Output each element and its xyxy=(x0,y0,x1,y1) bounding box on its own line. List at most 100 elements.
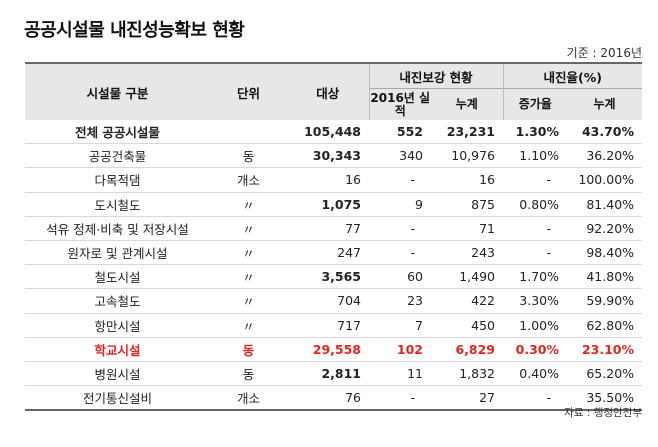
unit-cell xyxy=(210,120,287,145)
header-cumulative-rate: 누계 xyxy=(567,88,643,120)
unit-cell: 〃 xyxy=(210,288,287,314)
cumulative-cell: 16 xyxy=(431,167,504,193)
cumulative-cell: 1,490 xyxy=(431,264,504,290)
header-2016-actual: 2016년 실적 xyxy=(368,88,431,120)
target-cell: 30,343 xyxy=(287,143,369,169)
cumulative-cell: 450 xyxy=(431,313,504,338)
table-row: 병원시설 동 2,811 11 1,832 0.40% 65.20% xyxy=(25,361,643,387)
rate-cell: 35.50% xyxy=(567,385,643,412)
actual-cell: 7 xyxy=(369,313,431,338)
header-unit: 단위 xyxy=(210,62,287,120)
actual-cell: 552 xyxy=(369,120,431,145)
unit-cell: 개소 xyxy=(210,167,287,193)
actual-cell: - xyxy=(369,216,431,241)
cumulative-cell: 875 xyxy=(431,192,504,217)
table-row: 항만시설 〃 717 7 450 1.00% 62.80% xyxy=(25,313,643,338)
table-row: 전기통신설비 개소 76 - 27 - 35.50% xyxy=(25,385,643,412)
target-cell: 717 xyxy=(287,313,369,338)
unit-cell: 동 xyxy=(210,361,287,387)
page-title: 공공시설물 내진성능확보 현황 xyxy=(24,20,245,41)
basis-note: 기준 : 2016년 xyxy=(566,46,642,60)
unit-cell: 개소 xyxy=(210,385,287,412)
increase-cell: 1.30% xyxy=(503,120,568,145)
target-cell: 704 xyxy=(287,288,369,314)
table-row: 원자로 및 관계시설 〃 247 - 243 - 98.40% xyxy=(25,240,643,266)
unit-cell: 동 xyxy=(210,337,287,362)
table-row: 석유 정제·비축 및 저장시설 〃 77 - 71 - 92.20% xyxy=(25,216,643,241)
unit-cell: 〃 xyxy=(210,313,287,338)
facility-name: 전체 공공시설물 xyxy=(25,120,210,145)
table-row-highlighted: 학교시설 동 29,558 102 6,829 0.30% 23.10% xyxy=(25,337,643,362)
rate-cell: 62.80% xyxy=(567,313,643,338)
target-cell: 76 xyxy=(287,385,369,412)
facility-name: 도시철도 xyxy=(25,192,210,217)
rate-cell: 98.40% xyxy=(567,240,643,266)
increase-cell: - xyxy=(503,240,568,266)
target-cell: 77 xyxy=(287,216,369,241)
facility-name: 항만시설 xyxy=(25,313,210,338)
increase-cell: 0.80% xyxy=(503,192,568,217)
cumulative-cell: 422 xyxy=(431,288,504,314)
rate-cell: 65.20% xyxy=(567,361,643,387)
target-cell: 2,811 xyxy=(287,361,369,387)
rate-cell: 100.00% xyxy=(567,167,643,193)
table-row: 도시철도 〃 1,075 9 875 0.80% 81.40% xyxy=(25,192,643,217)
facility-name: 원자로 및 관계시설 xyxy=(25,240,210,266)
actual-cell: 11 xyxy=(369,361,431,387)
target-cell: 247 xyxy=(287,240,369,266)
increase-cell: - xyxy=(503,385,568,412)
header-increase-rate: 증가율 xyxy=(502,88,568,120)
table-row: 전체 공공시설물 105,448 552 23,231 1.30% 43.70% xyxy=(25,120,643,145)
facility-name: 전기통신설비 xyxy=(25,385,210,412)
actual-cell: 340 xyxy=(369,143,431,169)
facility-name: 공공건축물 xyxy=(25,143,210,169)
target-cell: 29,558 xyxy=(287,337,369,362)
header-facility: 시설물 구분 xyxy=(25,62,210,120)
header-target: 대상 xyxy=(287,62,369,120)
actual-cell: - xyxy=(369,240,431,266)
cumulative-cell: 1,832 xyxy=(431,361,504,387)
table-row: 공공건축물 동 30,343 340 10,976 1.10% 36.20% xyxy=(25,143,643,169)
header-reinforcement-status: 내진보강 현황 xyxy=(368,62,504,89)
cumulative-cell: 6,829 xyxy=(431,337,504,362)
unit-cell: 〃 xyxy=(210,264,287,290)
actual-cell: 23 xyxy=(369,288,431,314)
target-cell: 1,075 xyxy=(287,192,369,217)
header-cumulative: 누계 xyxy=(431,88,504,120)
unit-cell: 〃 xyxy=(210,192,287,217)
actual-cell: 102 xyxy=(369,337,431,362)
target-cell: 16 xyxy=(287,167,369,193)
rate-cell: 23.10% xyxy=(567,337,643,362)
table-row: 철도시설 〃 3,565 60 1,490 1.70% 41.80% xyxy=(25,264,643,290)
source-note: 자료 : 행정안전부 xyxy=(564,407,642,419)
unit-cell: 동 xyxy=(210,143,287,169)
facility-name: 병원시설 xyxy=(25,361,210,387)
cumulative-cell: 243 xyxy=(431,240,504,266)
actual-cell: 9 xyxy=(369,192,431,217)
seismic-status-table: 시설물 구분 단위 대상 내진보강 현황 내진율(%) 2016년 실적 누계 … xyxy=(25,62,643,412)
unit-cell: 〃 xyxy=(210,216,287,241)
rate-cell: 81.40% xyxy=(567,192,643,217)
increase-cell: 3.30% xyxy=(503,288,568,314)
facility-name: 다목적댐 xyxy=(25,167,210,193)
increase-cell: 0.30% xyxy=(503,337,568,362)
increase-cell: 1.00% xyxy=(503,313,568,338)
target-cell: 105,448 xyxy=(287,120,369,145)
increase-cell: 1.70% xyxy=(503,264,568,290)
table-row: 고속철도 〃 704 23 422 3.30% 59.90% xyxy=(25,288,643,314)
cumulative-cell: 71 xyxy=(431,216,504,241)
rate-cell: 43.70% xyxy=(567,120,643,145)
target-cell: 3,565 xyxy=(287,264,369,290)
facility-name: 철도시설 xyxy=(25,264,210,290)
facility-name: 학교시설 xyxy=(25,337,210,362)
rate-cell: 36.20% xyxy=(567,143,643,169)
cumulative-cell: 23,231 xyxy=(431,120,504,145)
table-row: 다목적댐 개소 16 - 16 - 100.00% xyxy=(25,167,643,193)
increase-cell: - xyxy=(503,167,568,193)
unit-cell: 〃 xyxy=(210,240,287,266)
header-seismic-rate: 내진율(%) xyxy=(502,62,643,89)
cumulative-cell: 10,976 xyxy=(431,143,504,169)
actual-cell: - xyxy=(369,167,431,193)
actual-cell: - xyxy=(369,385,431,412)
rate-cell: 59.90% xyxy=(567,288,643,314)
